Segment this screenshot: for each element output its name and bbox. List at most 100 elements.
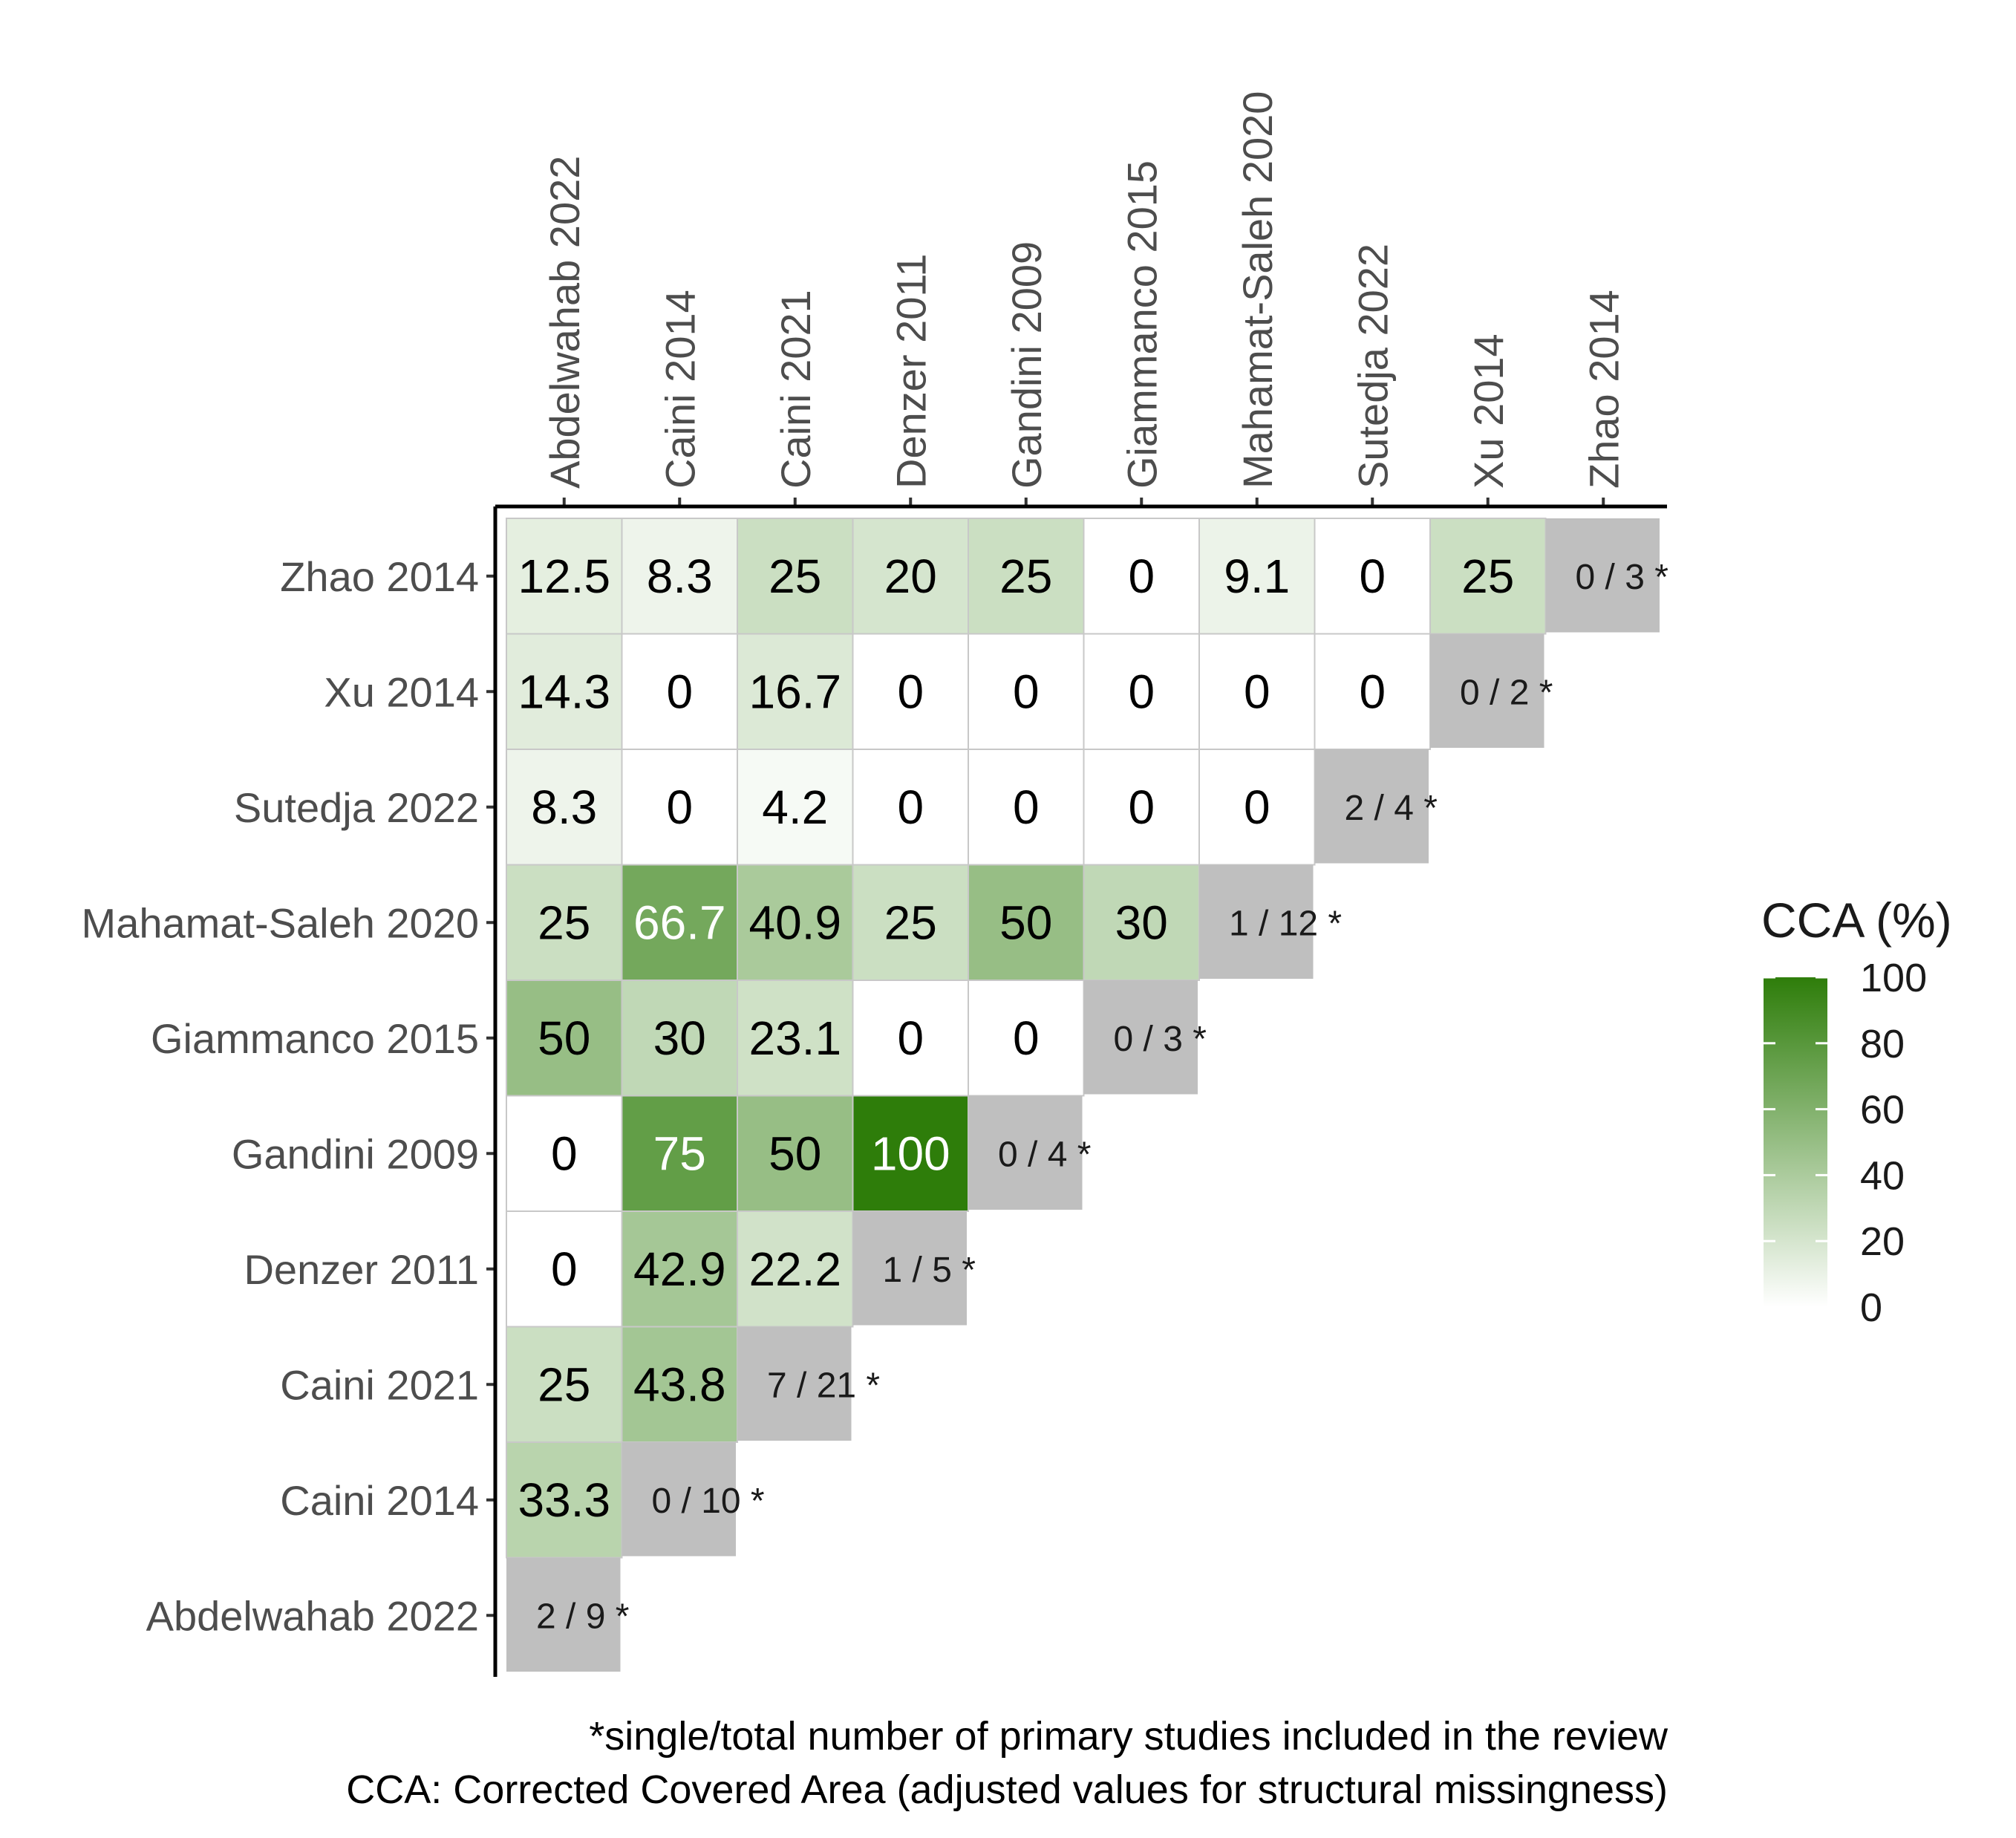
cell-value-label: 43.8 xyxy=(633,1358,726,1411)
legend-tick-label: 20 xyxy=(1860,1219,1905,1264)
heatmap-cell xyxy=(621,864,738,981)
cell-value-label: 20 xyxy=(884,550,937,603)
y-tick-label: Xu 2014 xyxy=(324,668,479,715)
heatmap-cell xyxy=(968,980,1085,1097)
cell-value-label: 75 xyxy=(653,1127,706,1180)
x-tick-label: Gandini 2009 xyxy=(1003,241,1050,489)
heatmap-cell xyxy=(852,633,969,750)
cell-value-label: 0 xyxy=(666,665,693,718)
heatmap-cell xyxy=(1083,749,1200,866)
legend-title: CCA (%) xyxy=(1761,893,1952,948)
column-labels: Abdelwahab 2022 Caini 2014 Caini 2021 Denze… xyxy=(541,91,1628,489)
heatmap-cell xyxy=(852,864,969,981)
heatmap-cell xyxy=(621,518,738,635)
heatmap-cell xyxy=(852,518,969,635)
cell-value-label: 30 xyxy=(653,1011,706,1065)
cell-value-label: 14.3 xyxy=(518,665,610,718)
heatmap-cell xyxy=(1314,518,1431,635)
heatmap-cell xyxy=(1083,864,1200,981)
heatmap-cell xyxy=(737,1210,854,1328)
cell-value-label: 16.7 xyxy=(748,665,841,718)
heatmap-cell xyxy=(1198,633,1316,750)
cell-value-label: 0 xyxy=(1013,1011,1040,1065)
legend-colorbar xyxy=(1764,977,1827,1307)
y-tick-label: Denzer 2011 xyxy=(244,1246,479,1293)
x-tick-label: Denzer 2011 xyxy=(887,253,934,489)
diagonal-label: 0 / 2 * xyxy=(1460,673,1553,712)
legend-tick-label: 100 xyxy=(1860,956,1927,1000)
cell-value-label: 0 xyxy=(666,781,693,834)
heatmap-cell xyxy=(1083,633,1200,750)
heatmap-cell xyxy=(737,864,854,981)
heatmap-cell xyxy=(506,1441,623,1559)
heatmap-cell xyxy=(968,518,1085,635)
x-tick-label: Giammanco 2015 xyxy=(1118,160,1165,489)
heatmap-cell xyxy=(1198,749,1316,866)
cell-value-label: 0 xyxy=(551,1127,578,1180)
diagonal-cell xyxy=(1199,864,1314,979)
row-labels: Zhao 2014 Xu 2014 Sutedja 2022 Mahamat-Sale… xyxy=(82,553,479,1640)
cell-value-label: 25 xyxy=(1461,550,1514,603)
cell-value-label: 25 xyxy=(769,550,821,603)
heatmap-cell xyxy=(852,1095,969,1212)
cell-value-label: 0 xyxy=(897,665,924,718)
cell-value-label: 0 xyxy=(551,1242,578,1296)
diagonal-label: 2 / 4 * xyxy=(1345,789,1438,828)
cell-value-label: 25 xyxy=(538,1358,590,1411)
y-tick-label: Abdelwahab 2022 xyxy=(146,1592,479,1639)
y-tick-label: Sutedja 2022 xyxy=(234,784,479,831)
heatmap-cell xyxy=(737,1095,854,1212)
cell-value-label: 50 xyxy=(999,896,1052,949)
cell-value-label: 0 xyxy=(1359,665,1386,718)
cell-value-label: 12.5 xyxy=(518,550,610,603)
heatmap-cell xyxy=(621,1210,738,1328)
cell-value-label: 0 xyxy=(1244,665,1270,718)
diagonal-cell xyxy=(1430,633,1544,748)
heatmap-cell xyxy=(737,518,854,635)
cell-value-label: 0 xyxy=(897,781,924,834)
axes xyxy=(486,498,1667,1677)
heatmap-cell xyxy=(621,1095,738,1212)
cell-value-label: 9.1 xyxy=(1224,550,1290,603)
cell-value-label: 22.2 xyxy=(748,1242,841,1296)
heatmap-cell xyxy=(621,1326,738,1443)
diagonal-label: 0 / 4 * xyxy=(998,1135,1091,1174)
heatmap-cell xyxy=(506,518,623,635)
diagonal-cell xyxy=(1083,980,1198,1095)
heatmap-cell xyxy=(506,749,623,866)
cell-value-label: 0 xyxy=(897,1011,924,1065)
diagonal-label: 1 / 12 * xyxy=(1229,904,1342,943)
heatmap-cell xyxy=(852,749,969,866)
cell-value-label: 25 xyxy=(999,550,1052,603)
x-tick-label: Caini 2021 xyxy=(772,290,819,489)
heatmap-cell xyxy=(506,633,623,750)
diagonal-label: 1 / 5 * xyxy=(883,1251,976,1290)
cell-value-label: 25 xyxy=(538,896,590,949)
cell-value-label: 4.2 xyxy=(762,781,828,834)
cell-value-label: 8.3 xyxy=(531,781,597,834)
heatmap-cell xyxy=(621,980,738,1097)
cell-value-label: 0 xyxy=(1013,781,1040,834)
cell-value-label: 25 xyxy=(884,896,937,949)
x-tick-label: Caini 2014 xyxy=(656,290,703,489)
diagonal-cell xyxy=(852,1211,967,1326)
diagonal-label: 0 / 10 * xyxy=(652,1482,765,1521)
y-tick-label: Gandini 2009 xyxy=(232,1130,479,1177)
diagonal-cell xyxy=(1314,749,1429,864)
cell-value-label: 100 xyxy=(871,1127,950,1180)
diagonal-cell xyxy=(506,1557,621,1672)
diagonal-cell xyxy=(968,1095,1083,1210)
cell-value-label: 0 xyxy=(1128,781,1155,834)
legend-tick-label: 0 xyxy=(1860,1285,1882,1330)
cell-value-label: 66.7 xyxy=(633,896,726,949)
heatmap-cell xyxy=(737,633,854,750)
cell-value-label: 8.3 xyxy=(647,550,713,603)
heatmap-cells: 12.5 8.3 25 20 25 0 9.1 0 25 0 / 3 * 14.3 0 16.7 0 0 0 0… xyxy=(506,518,1668,1672)
x-tick-label: Mahamat-Saleh 2020 xyxy=(1234,91,1281,489)
heatmap-cell xyxy=(1083,518,1200,635)
diagonal-label: 2 / 9 * xyxy=(536,1597,629,1636)
cell-value-label: 33.3 xyxy=(518,1473,610,1527)
cell-value-label: 0 xyxy=(1244,781,1270,834)
y-tick-label: Giammanco 2015 xyxy=(151,1015,479,1062)
